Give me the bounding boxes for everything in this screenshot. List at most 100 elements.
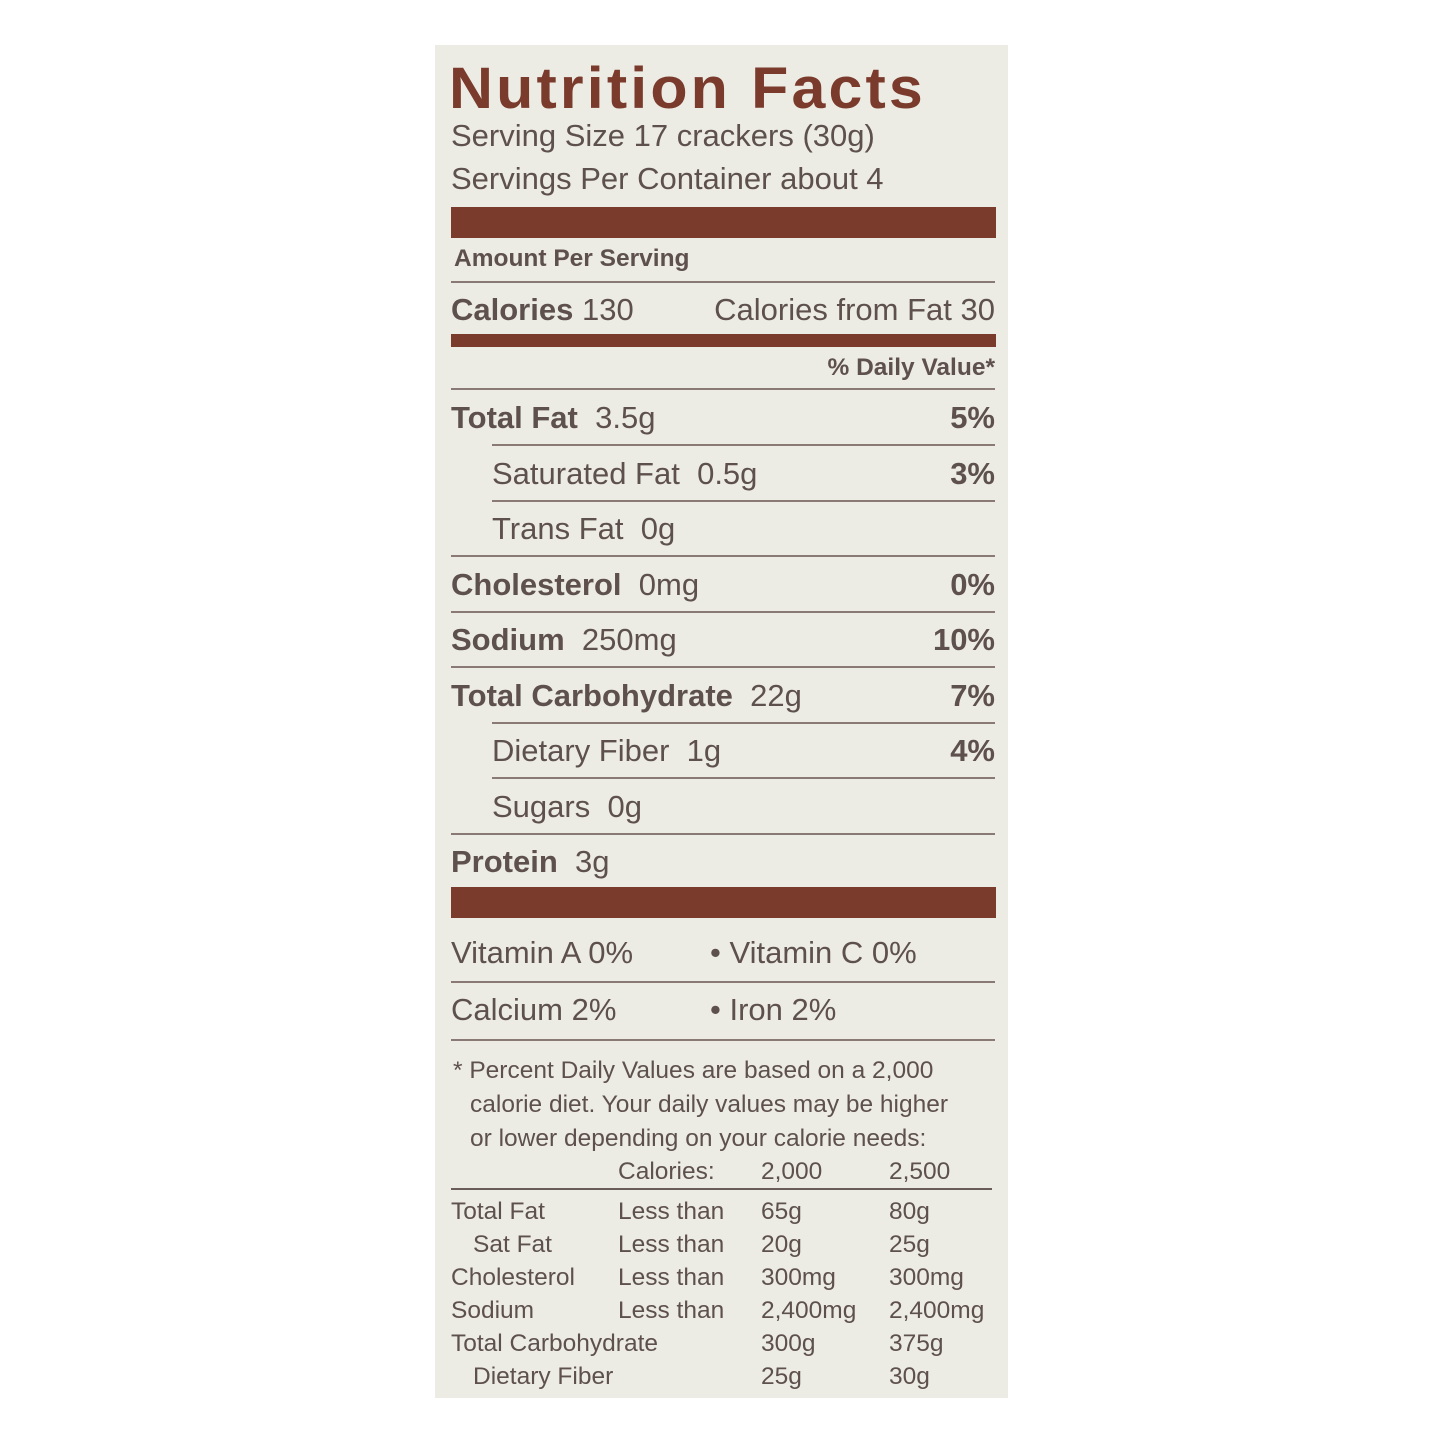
amount-per-serving: Amount Per Serving [454,245,690,272]
dv-table-cell: Sodium [451,1297,535,1324]
footnote-line: calorie diet. Your daily values may be h… [470,1091,949,1118]
nutrient-row: Saturated Fat 0.5g 3% [451,456,995,496]
footnote-line: * Percent Daily Values are based on a 2,… [453,1057,934,1084]
vitamin-a-c-right: • Vitamin C 0% [710,935,917,970]
label-title: Nutrition Facts [449,56,926,121]
nutrient-row: Cholesterol 0mg 0% [451,567,995,607]
nutrient-amount: 250mg [581,622,677,657]
calories-from-fat: Calories from Fat 30 [714,292,995,327]
nutrient-row: Protein 3g [451,844,995,884]
nutrient-name: Dietary Fiber [492,733,670,768]
dv-table-cell: 2,400mg [761,1297,857,1324]
divider [451,388,995,390]
divider [492,500,995,502]
dv-table-cell: Sat Fat [473,1231,552,1258]
nutrient-name: Trans Fat [492,511,624,546]
divider [492,444,995,446]
dv-table-cell: Less than [618,1264,725,1291]
nutrient-name: Sugars [492,789,591,824]
dv-table-cell: 80g [889,1198,930,1225]
nutrient-amount: 0.5g [697,456,758,491]
nutrient-label: Saturated Fat 0.5g [492,456,757,492]
dv-table-cell: 2,000 [761,1158,823,1185]
nutrient-amount: 0mg [638,567,700,602]
dv-table-cell: Calories: [618,1158,715,1185]
thick-divider [451,207,996,238]
divider [451,1039,995,1041]
serving-size: Serving Size 17 crackers (30g) [451,118,875,153]
nutrient-name: Sodium [451,622,565,657]
divider [451,666,995,668]
nutrition-facts-label: Nutrition Facts Serving Size 17 crackers… [435,45,1008,1398]
medium-divider [451,334,996,347]
nutrient-daily-value: 10% [932,622,995,657]
dv-table-cell: 300mg [889,1264,964,1291]
thick-divider [451,887,996,918]
nutrient-name: Total Carbohydrate [451,678,733,713]
dv-table-cell: Less than [618,1198,725,1225]
nutrient-amount: 0g [607,789,642,824]
nutrient-label: Total Fat 3.5g [451,400,655,436]
nutrient-label: Protein 3g [451,844,610,880]
vitamin-a-c-left: Vitamin A 0% [451,935,634,970]
divider [492,777,995,779]
dv-table-cell: 300g [761,1330,816,1357]
calcium-iron-left: Calcium 2% [451,992,617,1027]
dv-table-cell: 2,400mg [889,1297,985,1324]
nutrient-row: Trans Fat 0g [451,511,995,551]
dv-table-row: Sat Fat Less than 20g 25g [451,1231,995,1261]
nutrient-amount: 0g [640,511,676,546]
divider [451,981,995,983]
dv-table-cell: Total Carbohydrate [451,1330,659,1357]
table-divider [451,1188,992,1190]
dv-table-row: Calories: 2,000 2,500 [451,1158,995,1188]
dv-table-cell: 25g [761,1363,802,1390]
dv-table-cell: 2,500 [889,1158,951,1185]
dv-table-row: Total Fat Less than 65g 80g [451,1198,995,1228]
dv-table-cell: Dietary Fiber [473,1363,614,1390]
divider [492,722,995,724]
dv-table-cell: Less than [618,1231,725,1258]
dv-table-cell: 300mg [761,1264,836,1291]
nutrient-row: Total Fat 3.5g 5% [451,400,995,440]
calcium-iron-right: • Iron 2% [710,992,837,1027]
nutrient-name: Saturated Fat [492,456,680,491]
nutrient-name: Cholesterol [451,567,622,602]
nutrient-daily-value: 4% [950,733,995,768]
daily-value-header: % Daily Value* [827,354,995,381]
servings-per-container: Servings Per Container about 4 [451,161,884,196]
dv-table-cell: 20g [761,1231,802,1258]
nutrient-label: Total Carbohydrate 22g [451,678,802,714]
calories-row: Calories 130 [451,292,634,328]
dv-table-cell: 25g [889,1231,930,1258]
nutrient-daily-value: 5% [950,400,995,435]
dv-table-row: Total Carbohydrate 300g 375g [451,1330,995,1360]
dv-table-cell: 65g [761,1198,802,1225]
nutrient-amount: 22g [750,678,802,713]
nutrient-label: Dietary Fiber 1g [492,733,721,769]
dv-table-cell: Cholesterol [451,1264,575,1291]
nutrient-amount: 3.5g [595,400,656,435]
nutrient-label: Sodium 250mg [451,622,677,658]
nutrient-label: Cholesterol 0mg [451,567,699,603]
divider [451,281,995,283]
calories-value: 130 [581,292,634,327]
nutrient-row: Dietary Fiber 1g 4% [451,733,995,773]
calories-label: Calories [451,292,574,327]
dv-table-cell: Total Fat [451,1198,545,1225]
nutrient-row: Total Carbohydrate 22g 7% [451,678,995,718]
nutrient-name: Protein [451,844,558,879]
nutrient-row: Sodium 250mg 10% [451,622,995,662]
nutrient-daily-value: 0% [950,567,995,602]
nutrient-amount: 1g [686,733,722,768]
nutrient-daily-value: 7% [950,678,995,713]
nutrient-daily-value: 3% [950,456,995,491]
dv-table-row: Dietary Fiber 25g 30g [451,1363,995,1393]
nutrient-label: Sugars 0g [492,789,642,825]
footnote-line: or lower depending on your calorie needs… [470,1125,927,1152]
dv-table-cell: 30g [889,1363,930,1390]
dv-table-row: Cholesterol Less than 300mg 300mg [451,1264,995,1294]
nutrient-label: Trans Fat 0g [492,511,675,547]
dv-table-cell: Less than [618,1297,725,1324]
nutrient-name: Total Fat [451,400,578,435]
